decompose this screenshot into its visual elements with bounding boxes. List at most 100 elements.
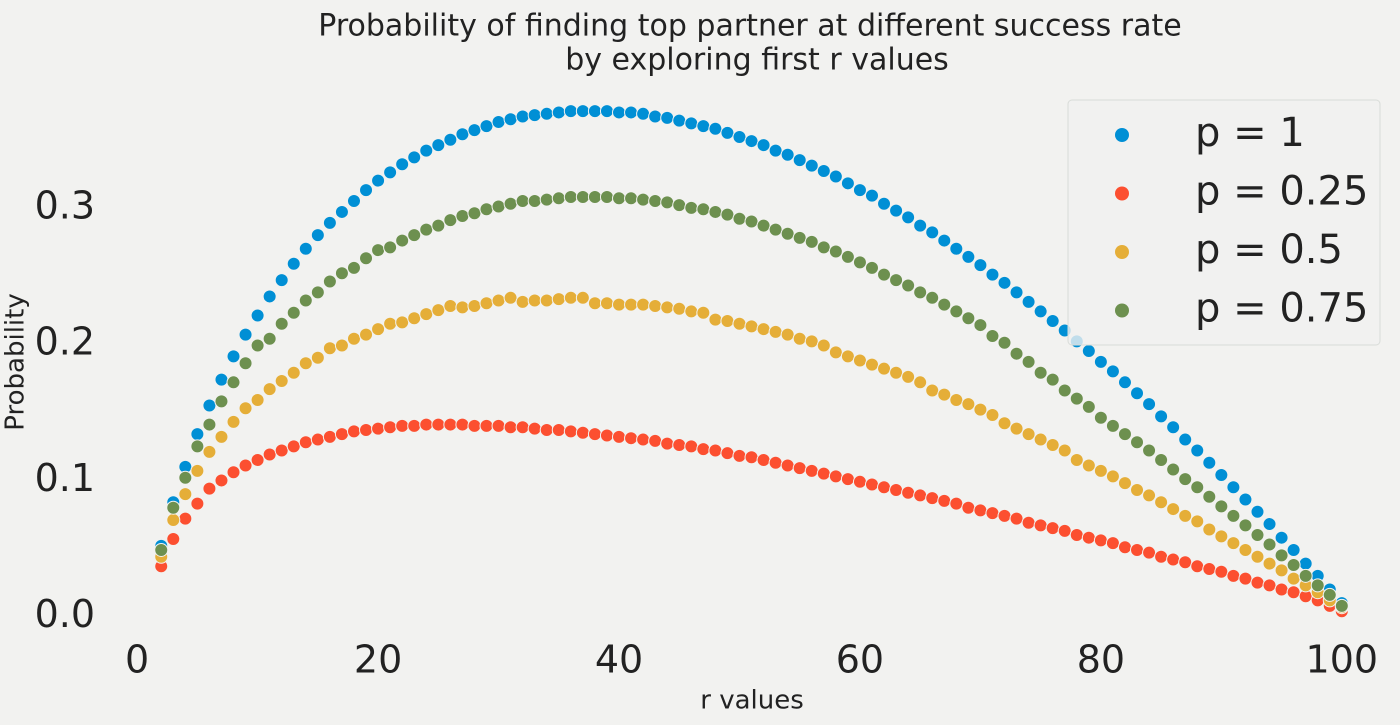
data-point: [274, 273, 289, 288]
data-point: [1250, 549, 1265, 564]
data-point: [1286, 542, 1301, 557]
data-point: [1105, 469, 1120, 484]
data-point: [816, 240, 831, 255]
data-point: [1009, 285, 1024, 300]
data-point: [660, 195, 675, 210]
data-point: [852, 183, 867, 198]
data-point: [383, 316, 398, 331]
data-point: [1250, 504, 1265, 519]
data-point: [624, 105, 639, 120]
chart-subtitle: by exploring first r values: [565, 43, 949, 78]
y-tick-label: 0.2: [35, 320, 95, 364]
data-point: [334, 204, 349, 219]
data-point: [901, 210, 916, 225]
data-point: [720, 313, 735, 328]
data-point: [804, 158, 819, 173]
data-point: [901, 278, 916, 293]
data-point: [973, 503, 988, 518]
data-point: [563, 290, 578, 305]
data-point: [575, 425, 590, 440]
data-point: [1142, 488, 1157, 503]
data-point: [840, 176, 855, 191]
data-point: [599, 189, 614, 204]
data-point: [503, 112, 518, 127]
data-point: [599, 296, 614, 311]
data-point: [648, 298, 663, 313]
legend-label: p = 0.5: [1195, 227, 1343, 273]
data-point: [443, 417, 458, 432]
data-point: [828, 244, 843, 259]
data-point: [322, 429, 337, 444]
data-point: [1274, 530, 1289, 545]
data-point: [479, 418, 494, 433]
data-point: [889, 273, 904, 288]
data-point: [816, 338, 831, 353]
data-point: [491, 418, 506, 433]
data-point: [383, 420, 398, 435]
data-point: [1202, 562, 1217, 577]
data-point: [310, 432, 325, 447]
data-point: [359, 251, 374, 266]
data-point: [852, 353, 867, 368]
data-point: [431, 417, 446, 432]
data-point: [696, 305, 711, 320]
data-point: [238, 458, 253, 473]
data-point: [419, 143, 434, 158]
x-tick-label: 100: [1306, 638, 1379, 682]
data-point: [190, 427, 205, 442]
data-point: [310, 285, 325, 300]
data-point: [648, 109, 663, 124]
data-point: [1081, 530, 1096, 545]
data-point: [961, 249, 976, 264]
data-point: [1021, 354, 1036, 369]
data-point: [1310, 578, 1325, 593]
data-point: [852, 474, 867, 489]
data-point: [214, 429, 229, 444]
data-point: [298, 435, 313, 450]
data-point: [1081, 458, 1096, 473]
data-point: [660, 300, 675, 315]
data-point: [539, 293, 554, 308]
data-point: [792, 153, 807, 168]
data-point: [1130, 435, 1145, 450]
data-point: [250, 453, 265, 467]
data-point: [997, 275, 1012, 290]
data-point: [1033, 365, 1048, 380]
data-point: [371, 421, 386, 436]
data-point: [877, 480, 892, 495]
data-point: [419, 417, 434, 432]
data-point: [1069, 453, 1084, 467]
data-point: [431, 303, 446, 318]
data-point: [1274, 563, 1289, 578]
data-point: [1093, 354, 1108, 369]
data-point: [1057, 383, 1072, 398]
x-tick-label: 40: [595, 638, 643, 682]
data-point: [937, 387, 952, 402]
data-point: [178, 470, 193, 485]
data-point: [708, 312, 723, 327]
data-point: [1298, 568, 1313, 583]
data-point: [840, 349, 855, 364]
data-point: [1226, 568, 1241, 583]
data-point: [672, 301, 687, 316]
data-point: [1250, 575, 1265, 590]
data-point: [407, 228, 422, 243]
data-point: [612, 105, 627, 120]
data-point: [491, 199, 506, 214]
data-point: [286, 305, 301, 320]
data-point: [720, 446, 735, 461]
data-point: [503, 196, 518, 211]
data-point: [190, 496, 205, 511]
data-point: [864, 260, 879, 275]
legend-box: [1067, 99, 1381, 346]
data-point: [226, 414, 241, 429]
data-point: [346, 424, 361, 439]
data-point: [864, 357, 879, 372]
data-point: [443, 132, 458, 147]
data-point: [636, 432, 651, 447]
data-point: [346, 194, 361, 209]
legend-label: p = 0.75: [1195, 286, 1368, 332]
data-point: [720, 207, 735, 222]
data-point: [563, 104, 578, 119]
data-point: [648, 194, 663, 209]
